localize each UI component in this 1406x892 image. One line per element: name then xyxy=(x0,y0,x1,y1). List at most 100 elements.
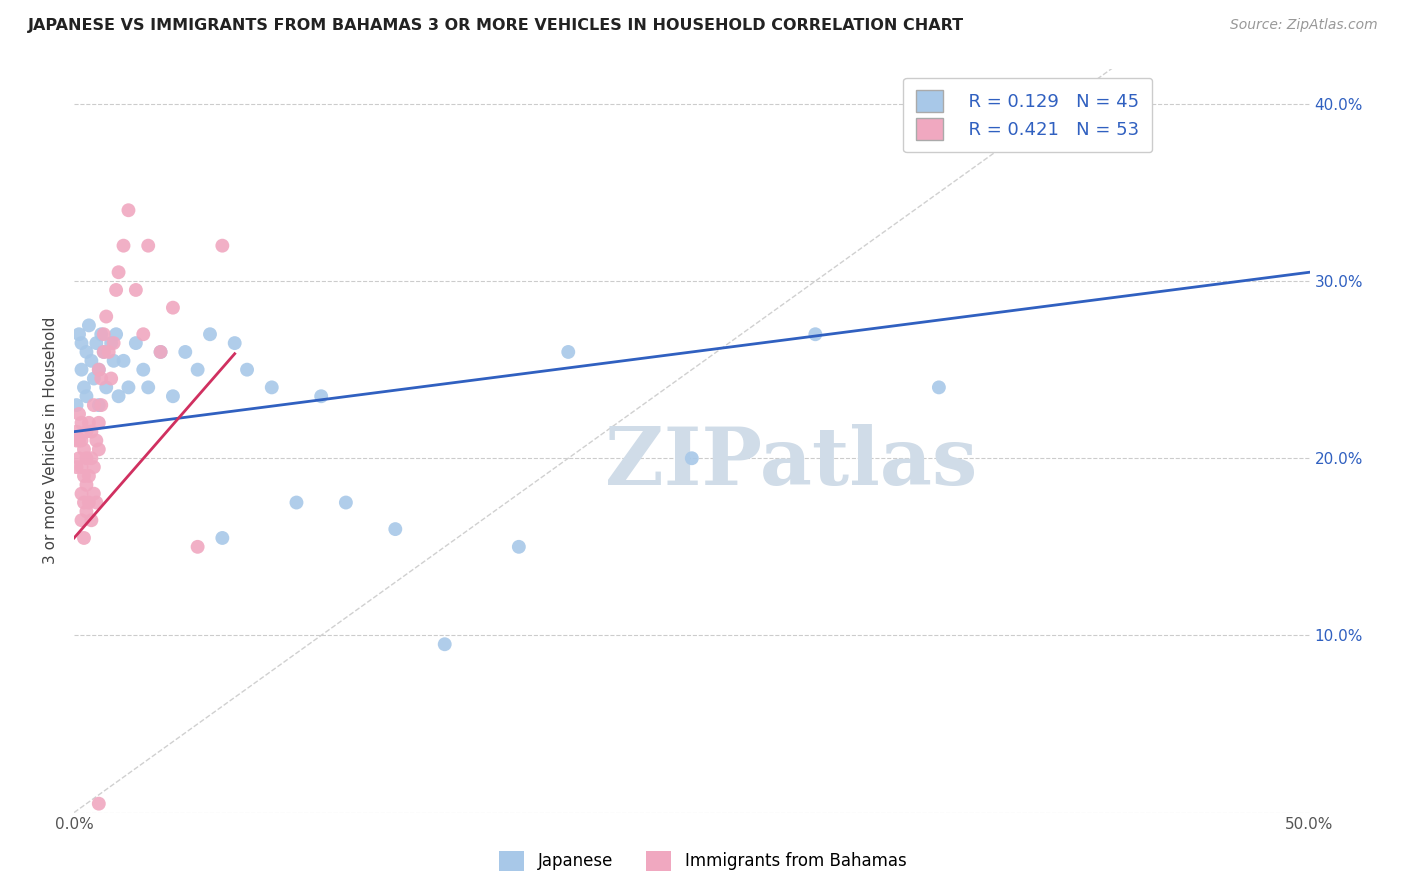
Point xyxy=(77,318,100,333)
Point xyxy=(80,513,103,527)
Point xyxy=(90,327,112,342)
Point xyxy=(260,380,283,394)
Point xyxy=(75,389,97,403)
Point xyxy=(70,362,93,376)
Point xyxy=(125,336,148,351)
Point xyxy=(112,353,135,368)
Point xyxy=(77,416,100,430)
Point xyxy=(96,310,118,324)
Text: ZIPatlas: ZIPatlas xyxy=(605,424,977,502)
Point xyxy=(309,389,332,403)
Point xyxy=(93,327,115,342)
Point xyxy=(65,434,87,448)
Point xyxy=(112,238,135,252)
Point xyxy=(75,504,97,518)
Point xyxy=(149,345,172,359)
Point xyxy=(149,345,172,359)
Point xyxy=(70,336,93,351)
Point xyxy=(83,398,105,412)
Point xyxy=(187,540,209,554)
Point xyxy=(70,434,93,448)
Point xyxy=(67,451,90,466)
Point xyxy=(117,203,139,218)
Point xyxy=(70,486,93,500)
Point xyxy=(681,451,703,466)
Point xyxy=(162,389,184,403)
Point xyxy=(132,327,155,342)
Y-axis label: 3 or more Vehicles in Household: 3 or more Vehicles in Household xyxy=(44,317,58,565)
Point xyxy=(162,301,184,315)
Point xyxy=(75,478,97,492)
Point xyxy=(93,345,115,359)
Point xyxy=(75,345,97,359)
Point xyxy=(508,540,530,554)
Point xyxy=(87,797,110,811)
Point xyxy=(65,425,87,439)
Point xyxy=(224,336,246,351)
Point xyxy=(117,380,139,394)
Point xyxy=(90,398,112,412)
Point xyxy=(77,495,100,509)
Point xyxy=(187,362,209,376)
Point xyxy=(80,451,103,466)
Point xyxy=(96,380,118,394)
Point xyxy=(93,345,115,359)
Point xyxy=(433,637,456,651)
Point xyxy=(70,513,93,527)
Point xyxy=(80,353,103,368)
Point xyxy=(83,486,105,500)
Point xyxy=(86,434,108,448)
Point xyxy=(211,531,233,545)
Point xyxy=(136,238,159,252)
Point xyxy=(335,495,357,509)
Point xyxy=(236,362,259,376)
Point xyxy=(285,495,308,509)
Point xyxy=(87,362,110,376)
Point xyxy=(87,416,110,430)
Point xyxy=(1125,123,1147,137)
Point xyxy=(97,345,120,359)
Point xyxy=(928,380,950,394)
Text: JAPANESE VS IMMIGRANTS FROM BAHAMAS 3 OR MORE VEHICLES IN HOUSEHOLD CORRELATION : JAPANESE VS IMMIGRANTS FROM BAHAMAS 3 OR… xyxy=(28,18,965,33)
Point xyxy=(77,469,100,483)
Point xyxy=(804,327,827,342)
Point xyxy=(384,522,406,536)
Point xyxy=(65,398,87,412)
Point xyxy=(198,327,221,342)
Legend: Japanese, Immigrants from Bahamas: Japanese, Immigrants from Bahamas xyxy=(491,842,915,880)
Point xyxy=(83,371,105,385)
Point xyxy=(73,531,96,545)
Point xyxy=(83,460,105,475)
Text: Source: ZipAtlas.com: Source: ZipAtlas.com xyxy=(1230,18,1378,32)
Point xyxy=(86,336,108,351)
Point xyxy=(73,380,96,394)
Point xyxy=(67,434,90,448)
Point xyxy=(107,389,129,403)
Point xyxy=(70,416,93,430)
Point xyxy=(67,407,90,421)
Point xyxy=(105,283,128,297)
Point xyxy=(70,460,93,475)
Point xyxy=(75,425,97,439)
Point xyxy=(107,265,129,279)
Point xyxy=(105,327,128,342)
Point xyxy=(73,442,96,457)
Point xyxy=(136,380,159,394)
Point xyxy=(125,283,148,297)
Point xyxy=(557,345,579,359)
Point xyxy=(174,345,197,359)
Point xyxy=(211,238,233,252)
Point xyxy=(103,353,125,368)
Point xyxy=(86,495,108,509)
Point xyxy=(65,460,87,475)
Point xyxy=(67,327,90,342)
Point xyxy=(73,495,96,509)
Point xyxy=(90,371,112,385)
Point xyxy=(75,451,97,466)
Point xyxy=(87,442,110,457)
Point xyxy=(100,371,122,385)
Point xyxy=(87,398,110,412)
Point xyxy=(87,362,110,376)
Point xyxy=(80,425,103,439)
Point xyxy=(100,336,122,351)
